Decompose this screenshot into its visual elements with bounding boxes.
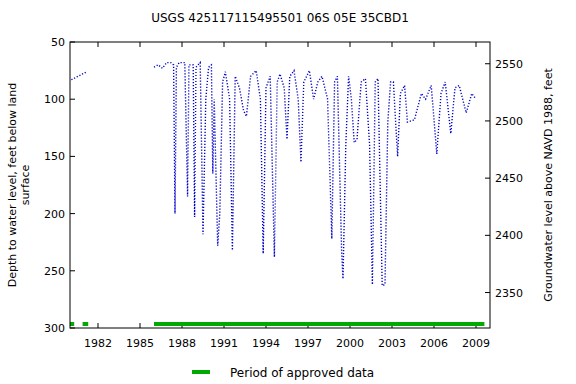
y-label: Depth to water level, feet below landsur… xyxy=(6,83,32,288)
approved-period xyxy=(83,322,89,326)
x-tick-label: 2000 xyxy=(336,337,364,350)
y2-tick xyxy=(485,120,490,121)
x-tick xyxy=(140,323,141,328)
y-tick xyxy=(70,99,75,100)
approved-period xyxy=(70,322,74,326)
x-tick-label: 1997 xyxy=(294,337,322,350)
y-label-line: surface xyxy=(19,164,32,205)
x-tick xyxy=(224,42,225,47)
x-tick-label: 1991 xyxy=(210,337,238,350)
y-tick xyxy=(70,270,75,271)
y2-tick xyxy=(485,178,490,179)
y-tick-label: 300 xyxy=(44,322,65,335)
x-tick-label: 1994 xyxy=(252,337,280,350)
x-tick xyxy=(98,42,99,47)
x-tick xyxy=(308,42,309,47)
plot-area xyxy=(70,63,484,324)
y-tick-label: 50 xyxy=(51,36,65,49)
y-tick xyxy=(70,213,75,214)
legend-swatch xyxy=(192,370,210,374)
x-tick-label: 1988 xyxy=(168,337,196,350)
y-tick-label: 150 xyxy=(44,150,65,163)
y2-label: Groundwater level above NAVD 1988, feet xyxy=(542,68,555,302)
y2-tick-label: 2500 xyxy=(495,115,523,128)
y2-tick xyxy=(485,292,490,293)
series-line xyxy=(71,63,476,286)
x-tick xyxy=(434,42,435,47)
y-tick xyxy=(70,156,75,157)
x-tick xyxy=(98,323,99,328)
x-tick-label: 2009 xyxy=(462,337,490,350)
x-tick-label: 1985 xyxy=(126,337,154,350)
x-tick xyxy=(140,42,141,47)
frame xyxy=(70,42,490,328)
x-tick xyxy=(392,42,393,47)
legend-label: Period of approved data xyxy=(230,366,374,380)
y-label-line: Depth to water level, feet below land xyxy=(6,83,19,288)
y2-tick xyxy=(485,63,490,64)
y2-tick-label: 2450 xyxy=(495,172,523,185)
chart: USGS 425117115495501 06S 05E 35CBD1 1982 1… xyxy=(0,0,576,384)
x-tick-label: 2006 xyxy=(420,337,448,350)
title: USGS 425117115495501 06S 05E 35CBD1 xyxy=(151,11,409,25)
y2-tick-label: 2350 xyxy=(495,287,523,300)
y-tick-label: 200 xyxy=(44,208,65,221)
y-tick-label: 250 xyxy=(44,265,65,278)
x-tick-label: 1982 xyxy=(84,337,112,350)
x-tick xyxy=(350,42,351,47)
y2-tick-label: 2550 xyxy=(495,58,523,71)
y-tick-label: 100 xyxy=(44,93,65,106)
y2-tick xyxy=(485,235,490,236)
x-tick-label: 2003 xyxy=(378,337,406,350)
x-tick xyxy=(266,42,267,47)
approved-period xyxy=(154,322,484,326)
y2-tick-label: 2400 xyxy=(495,229,523,242)
x-tick xyxy=(476,42,477,47)
x-tick xyxy=(182,42,183,47)
